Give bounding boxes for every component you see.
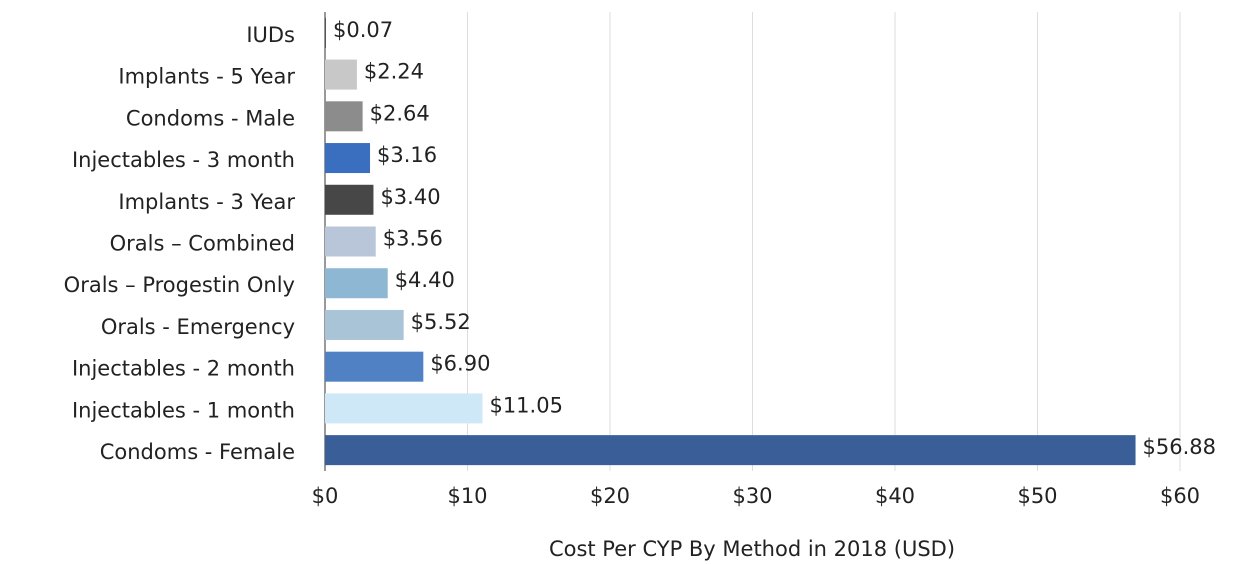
bar — [325, 59, 357, 90]
bar — [325, 184, 374, 215]
value-label: $5.52 — [411, 310, 471, 334]
bar — [325, 101, 363, 132]
y-tick-label: Injectables - 1 month — [72, 398, 295, 422]
value-label: $56.88 — [1143, 435, 1216, 459]
bar — [325, 309, 404, 340]
x-tick-label: $40 — [875, 484, 915, 508]
y-tick-label: Implants - 3 Year — [118, 190, 295, 214]
x-tick-label: $0 — [312, 484, 339, 508]
y-tick-label: IUDs — [246, 23, 295, 47]
value-label: $0.07 — [333, 18, 393, 42]
value-label: $2.24 — [364, 60, 424, 84]
bar — [325, 17, 326, 48]
x-tick-label: $20 — [590, 484, 630, 508]
value-label: $3.40 — [380, 185, 440, 209]
y-tick-label: Orals – Progestin Only — [64, 273, 295, 297]
value-label: $11.05 — [489, 393, 562, 417]
bar — [325, 268, 388, 299]
x-tick-label: $30 — [732, 484, 772, 508]
y-tick-label: Condoms - Female — [100, 440, 295, 464]
bar — [325, 143, 371, 174]
value-label: $2.64 — [370, 101, 430, 125]
value-label: $3.56 — [383, 227, 443, 251]
x-tick-label: $50 — [1017, 484, 1057, 508]
bar — [325, 351, 424, 382]
value-label: $3.16 — [377, 143, 437, 167]
y-tick-label: Orals - Emergency — [101, 315, 295, 339]
y-tick-label: Orals – Combined — [110, 232, 295, 256]
y-tick-label: Condoms - Male — [126, 106, 295, 130]
bar — [325, 393, 483, 424]
y-tick-label: Injectables - 3 month — [72, 148, 295, 172]
value-label: $4.40 — [395, 268, 455, 292]
y-tick-label: Implants - 5 Year — [118, 65, 295, 89]
x-axis-title: Cost Per CYP By Method in 2018 (USD) — [549, 537, 955, 561]
x-tick-label: $10 — [447, 484, 487, 508]
y-tick-label: Injectables - 2 month — [72, 357, 295, 381]
bar — [325, 435, 1136, 466]
x-tick-label: $60 — [1160, 484, 1200, 508]
value-label: $6.90 — [430, 352, 490, 376]
bar — [325, 226, 376, 257]
